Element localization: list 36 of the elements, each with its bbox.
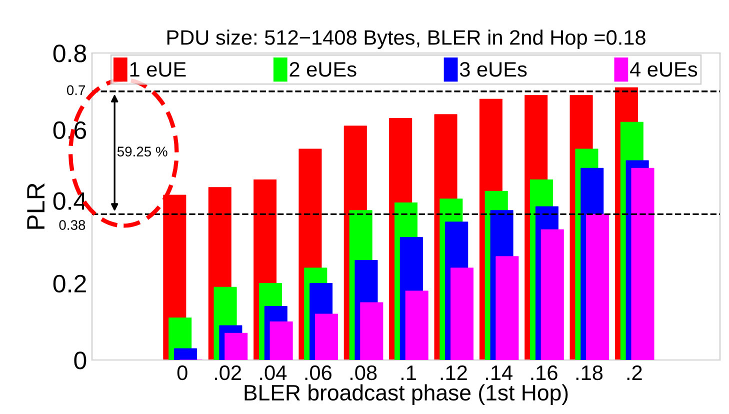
legend-label: 1 eUE xyxy=(130,62,186,77)
y-tick-label: 0.4 xyxy=(53,192,86,210)
legend-label: 3 eUEs xyxy=(460,62,527,77)
legend-label: 4 eUEs xyxy=(630,62,698,77)
x-tick-label: .02 xyxy=(214,365,241,380)
ref-line-label: 0.38 xyxy=(59,220,86,230)
x-tick-label: .04 xyxy=(260,365,287,380)
x-tick-label: .1 xyxy=(401,366,416,380)
bar xyxy=(360,302,384,360)
y-axis-title: PLR xyxy=(27,183,44,229)
bar xyxy=(540,229,564,360)
bar xyxy=(450,268,474,360)
chart-title: PDU size: 512−1408 Bytes, BLER in 2nd Hop =0.18 xyxy=(167,30,646,49)
bar xyxy=(314,314,338,360)
bar xyxy=(224,332,248,360)
bar xyxy=(496,256,519,360)
bar xyxy=(270,321,293,360)
y-tick-label: 0.8 xyxy=(53,44,86,62)
x-axis-title: BLER broadcast phase (1st Hop) xyxy=(244,384,568,405)
bar xyxy=(586,214,610,360)
bar xyxy=(405,290,428,360)
legend-label: 2 eUEs xyxy=(290,62,356,77)
bar xyxy=(174,348,198,360)
x-tick-label: .16 xyxy=(531,365,558,380)
x-tick-label: .12 xyxy=(440,365,467,380)
x-tick-label: .18 xyxy=(576,365,603,380)
ref-line-label: 0.7 xyxy=(66,85,86,96)
bar xyxy=(631,168,654,360)
x-tick-label: 0 xyxy=(177,365,188,380)
y-tick-label: 0.2 xyxy=(53,274,86,293)
x-tick-label: .2 xyxy=(627,365,642,380)
x-tick-label: .14 xyxy=(486,366,512,380)
x-tick-label: .08 xyxy=(350,365,377,380)
y-tick-label: 0.6 xyxy=(53,121,86,140)
x-tick-label: .06 xyxy=(305,365,332,380)
annotation: 59.25 % xyxy=(117,146,168,157)
